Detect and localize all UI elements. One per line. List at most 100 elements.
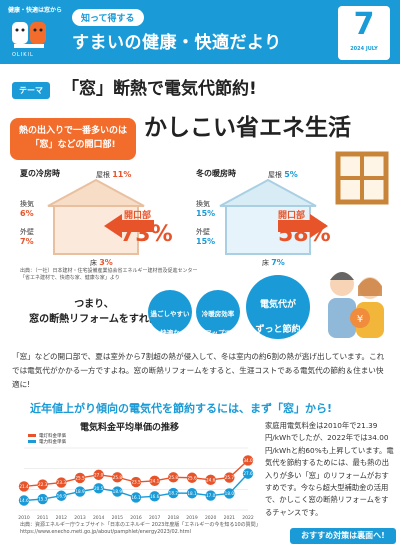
data-point [186, 472, 198, 483]
x-tick-label: 2022 [242, 515, 254, 521]
legend-swatch [28, 434, 36, 437]
source-note: 出典：（一社）日本建材・住宅設備産業協会省エネルギー建材普及促進センター 「省エ… [20, 268, 198, 281]
summer-arrow-icon [104, 214, 154, 238]
callout-box [10, 118, 136, 160]
summer-season: 夏の冷房時 [20, 169, 60, 178]
winter-season: 冬の暖房時 [196, 169, 236, 178]
winter-vent: 換気 15% [196, 200, 216, 218]
data-label: 23.3 [57, 480, 67, 485]
legend-label: 電灯料金単価 [39, 432, 66, 439]
data-label: 27.6 [243, 471, 253, 476]
x-tick-label: 2021 [224, 515, 236, 521]
theme-title: 「窓」断熱で電気代節約! [62, 79, 257, 99]
issue-box [338, 6, 390, 60]
header-tag: 健康・快適は窓から [8, 7, 63, 14]
callout-line2: 「窓」などの開口部! [30, 140, 116, 150]
price-line-chart: 2010 2011 2012 2013 2014 2015 2016 2017 2018 2019… [18, 432, 254, 521]
data-label: 25.7 [225, 475, 235, 480]
savings-bubble: 電気代が ずっと節約 できるね! [246, 275, 310, 360]
efficiency-bubble: 冷暖房効率 アップで 省エネに [196, 290, 240, 356]
data-label: 14.6 [19, 498, 29, 503]
data-point [186, 488, 198, 499]
back-page-button[interactable]: おすすめ対策は裏面へ! [290, 528, 396, 544]
data-point [149, 475, 160, 487]
promo-text: つまり、 窓の断熱リフォームをすれば [29, 299, 159, 325]
data-point [93, 469, 104, 481]
data-label: 25.5 [75, 476, 85, 481]
data-label: 16.9 [57, 493, 67, 498]
svg-text:¥: ¥ [357, 314, 363, 325]
data-label: 17.0 [206, 493, 216, 498]
data-label: 18.9 [113, 489, 123, 494]
summer-roof: 屋根 11% [96, 170, 132, 179]
x-tick-label: 2011 [37, 515, 49, 521]
data-label: 18.2 [169, 491, 179, 496]
x-tick-label: 2020 [205, 515, 217, 521]
data-point [93, 483, 104, 494]
x-tick-label: 2013 [74, 515, 86, 521]
summer-floor: 床 3% [90, 258, 113, 267]
comfort-bubble: 過ごしやすい 快適な 室内に [148, 290, 192, 356]
data-label: 21.4 [19, 484, 29, 489]
winter-opening-pct: 58% [278, 222, 331, 247]
x-tick-label: 2017 [149, 515, 161, 521]
data-point [74, 486, 86, 497]
callout-line1: 熱の出入りで一番多いのは [18, 126, 127, 136]
winter-roof: 屋根 5% [268, 170, 298, 179]
data-point [224, 488, 235, 499]
x-tick-label: 2010 [18, 515, 30, 521]
data-point [224, 472, 235, 483]
data-label: 15.3 [38, 497, 48, 502]
winter-arrow-icon [278, 214, 328, 238]
data-label: 24.1 [150, 478, 160, 483]
data-point [242, 468, 254, 479]
x-tick-label: 2012 [56, 515, 68, 521]
data-label: 16.6 [150, 494, 160, 499]
data-point [56, 490, 67, 501]
data-point [130, 476, 142, 488]
side-text: 家庭用電気料金は2010年で21.39円/kWhでしたが、2022年では34.0… [265, 421, 394, 517]
data-point [205, 490, 216, 501]
summer-vent: 換気 6% [20, 200, 34, 218]
couple-illustration-icon: ¥ [328, 272, 384, 338]
winter-wall: 外壁 15% [196, 228, 216, 246]
summer-opening-label: 開口部 [124, 211, 152, 221]
legend-label: 電力料金単価 [39, 438, 66, 445]
data-label: 34.0 [243, 458, 253, 463]
data-point [112, 486, 123, 497]
x-tick-label: 2018 [168, 515, 180, 521]
data-point [242, 455, 254, 466]
winter-floor: 床 7% [262, 258, 285, 267]
legend-swatch [28, 440, 36, 443]
data-point [130, 492, 142, 503]
data-label: 20.5 [94, 486, 104, 491]
data-point [168, 487, 179, 499]
data-point [56, 477, 67, 488]
data-label: 23.5 [131, 480, 141, 485]
chart-title: 電気料金平均単価の推移 [80, 423, 180, 433]
data-label: 18.9 [75, 489, 85, 494]
data-label: 27.0 [94, 472, 104, 477]
data-point [37, 479, 48, 490]
data-point [18, 481, 30, 492]
header-pill: 知って得する [72, 9, 144, 26]
data-label: 18.0 [225, 491, 235, 496]
summer-wall: 外壁 7% [20, 228, 34, 246]
data-label: 16.1 [131, 495, 141, 500]
data-label: 18.1 [187, 491, 197, 496]
callout-text: 熱の出入りで一番多いのは 「窓」などの開口部! [10, 124, 136, 152]
data-point [149, 491, 160, 502]
header-title: すまいの健康・快適だより [72, 33, 282, 53]
data-point [74, 472, 86, 484]
winter-opening-label: 開口部 [278, 211, 306, 221]
data-label: 22.3 [38, 482, 48, 487]
x-tick-label: 2014 [93, 515, 105, 521]
slogan: かしこい省エネ生活 [144, 115, 351, 141]
chart-source: 出典：資源エネルギー庁ウェブサイト「日本のエネルギー 2023年度版「エネルギー… [20, 522, 261, 535]
header-brand: OLIKIL [12, 52, 34, 58]
window-frame-icon [335, 151, 389, 205]
x-tick-label: 2016 [130, 515, 142, 521]
theme-badge: テーマ [12, 82, 50, 99]
x-tick-label: 2015 [112, 515, 124, 521]
section-title: 近年値上がり傾向の電気代を節約するには、まず「窓」から! [30, 402, 333, 415]
